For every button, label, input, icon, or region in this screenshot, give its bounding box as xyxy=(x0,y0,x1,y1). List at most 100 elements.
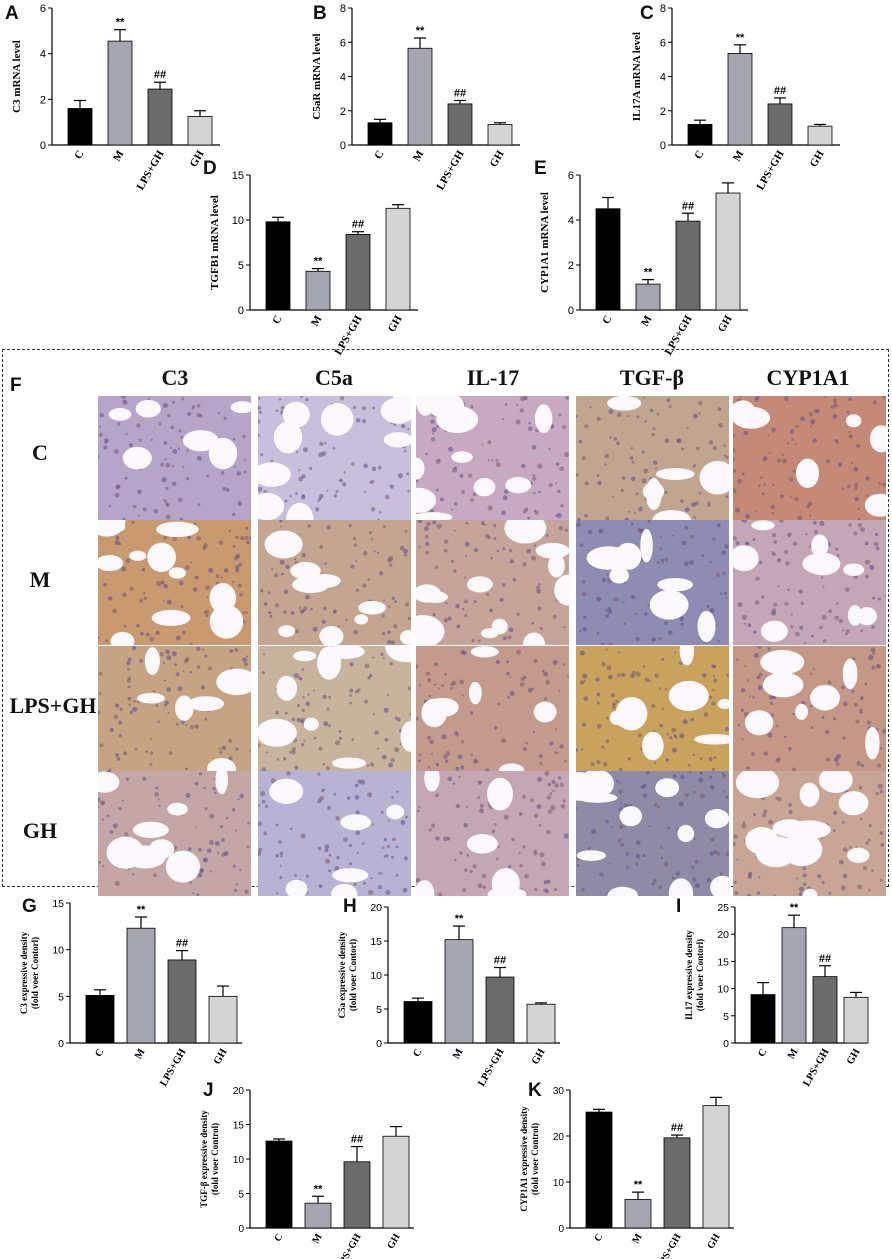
bar-gh xyxy=(385,207,411,311)
ihc-image-m-c5a xyxy=(258,520,411,645)
y-tick-label: 30 xyxy=(553,1086,565,1097)
significance-label: ## xyxy=(494,955,506,967)
chart-panel-j: 0 5 10 15 20 TGF-β expressive density (fold vo… xyxy=(190,1075,510,1259)
y-tick-label: 5 xyxy=(376,1004,382,1016)
x-tick-label: M xyxy=(111,148,127,164)
bar-m xyxy=(126,927,156,1044)
bar-m xyxy=(781,927,807,1044)
ihc-row-lps-gh: LPS+GH xyxy=(9,693,97,718)
x-tick-label: GH xyxy=(385,1232,402,1251)
ihc-image-gh-tgf- xyxy=(576,771,729,896)
y-tick-label: 10 xyxy=(717,984,729,996)
bar-c xyxy=(265,221,291,311)
ihc-column-il17: IL-17 xyxy=(466,365,520,390)
bar-c xyxy=(687,124,713,146)
bar-m xyxy=(624,1199,652,1229)
x-tick-label: C xyxy=(600,313,614,326)
ihc-column-cyp1a1: CYP1A1 xyxy=(766,365,850,390)
ihc-image-m-c3 xyxy=(98,520,251,645)
x-tick-label: M xyxy=(309,313,325,329)
y-axis-label: IL17 expressive density xyxy=(684,930,694,1020)
bar-gh xyxy=(487,124,513,146)
ihc-image-gh-cyp1a1 xyxy=(733,771,886,896)
x-tick-label: C xyxy=(272,1232,285,1244)
y-tick-label: 2 xyxy=(340,106,346,118)
significance-label: ## xyxy=(351,1134,363,1146)
significance-label: ** xyxy=(116,17,125,29)
y-tick-label: 6 xyxy=(568,170,574,182)
y-tick-label: 5 xyxy=(58,991,64,1003)
bar-m xyxy=(305,270,331,311)
ihc-image-m-il-17 xyxy=(416,520,569,645)
bar-lps-gh xyxy=(447,103,473,146)
y-axis-label: TGF-β expressive density xyxy=(199,1110,209,1208)
significance-label: ** xyxy=(416,25,425,37)
bar-c xyxy=(585,1111,613,1229)
y-tick-label: 8 xyxy=(340,3,346,15)
bar-gh xyxy=(382,1135,410,1229)
bar-gh xyxy=(843,996,869,1044)
chart-panel-b: 0 2 4 6 8 C5aR mRNA level C ** M ## LPS+GH GH xyxy=(300,0,590,192)
bar-c xyxy=(403,1001,433,1044)
bar-gh xyxy=(807,125,833,146)
significance-label: ** xyxy=(644,267,653,279)
bar-m xyxy=(727,52,753,146)
significance-label: ## xyxy=(682,200,694,212)
y-tick-label: 4 xyxy=(568,215,574,227)
x-tick-label: M xyxy=(639,313,655,329)
x-tick-label: GH xyxy=(488,148,507,169)
panel-letter-k: K xyxy=(528,1080,542,1101)
significance-label: ** xyxy=(634,1179,643,1191)
y-tick-label: 20 xyxy=(370,902,382,914)
panel-letter-j: J xyxy=(203,1080,214,1101)
bar-c xyxy=(67,108,93,146)
chart-panel-a: 0 2 4 6 C3 mRNA level C ** M ## LPS+GH GH xyxy=(0,0,290,192)
y-tick-label: 0 xyxy=(40,140,46,152)
panel-letter-a: A xyxy=(5,3,19,24)
bar-c xyxy=(750,994,776,1044)
y-tick-label: 0 xyxy=(238,305,244,317)
x-tick-label: GH xyxy=(386,313,405,334)
x-tick-label: LPS+GH xyxy=(654,1232,683,1259)
y-tick-label: 4 xyxy=(660,72,666,84)
ihc-image-lps-gh-tgf- xyxy=(576,646,729,771)
y-tick-label: 0 xyxy=(723,1038,729,1050)
bar-lps-gh xyxy=(167,959,197,1044)
bar-gh xyxy=(208,995,238,1044)
ihc-image-c-il-17 xyxy=(416,396,569,521)
y-tick-label: 6 xyxy=(660,37,666,49)
y-tick-label: 6 xyxy=(340,37,346,49)
y-tick-label: 20 xyxy=(233,1086,245,1097)
y-axis-label: C5a expressive density xyxy=(337,931,347,1018)
y-tick-label: 6 xyxy=(40,3,46,15)
ihc-image-lps-gh-cyp1a1 xyxy=(733,646,886,771)
ihc-image-gh-il-17 xyxy=(416,771,569,896)
x-tick-label: GH xyxy=(212,1047,230,1067)
bar-lps-gh xyxy=(485,976,515,1044)
y-axis-label: IL17A mRNA level xyxy=(631,32,643,121)
y-axis-label: CYP1A1 expressive density xyxy=(519,1106,529,1212)
y-tick-label: 15 xyxy=(232,170,244,182)
ihc-image-c-cyp1a1 xyxy=(733,396,886,521)
bar-m xyxy=(304,1202,332,1229)
x-tick-label: C xyxy=(93,1047,106,1059)
y-tick-label: 4 xyxy=(40,49,46,61)
significance-label: ## xyxy=(176,938,188,950)
x-tick-label: LPS+GH xyxy=(134,148,166,192)
y-tick-label: 15 xyxy=(52,898,64,910)
x-tick-label: M xyxy=(786,1047,801,1061)
y-tick-label: 10 xyxy=(232,215,244,227)
panel-letter-h: H xyxy=(343,896,357,917)
y-tick-label: 0 xyxy=(568,305,574,317)
y-tick-label: 5 xyxy=(723,1011,729,1023)
panel-letter-i: I xyxy=(676,896,682,917)
ihc-image-gh-c5a xyxy=(258,771,411,896)
y-axis-label: C3 expressive density xyxy=(19,931,29,1014)
significance-label: ** xyxy=(314,1183,323,1195)
y-tick-label: 0 xyxy=(558,1224,564,1235)
ihc-column-c5a: C5a xyxy=(315,365,353,390)
bar-lps-gh xyxy=(663,1137,691,1229)
y-tick-label: 15 xyxy=(233,1121,245,1132)
y-tick-label: 4 xyxy=(340,72,346,84)
significance-label: ## xyxy=(819,953,831,965)
